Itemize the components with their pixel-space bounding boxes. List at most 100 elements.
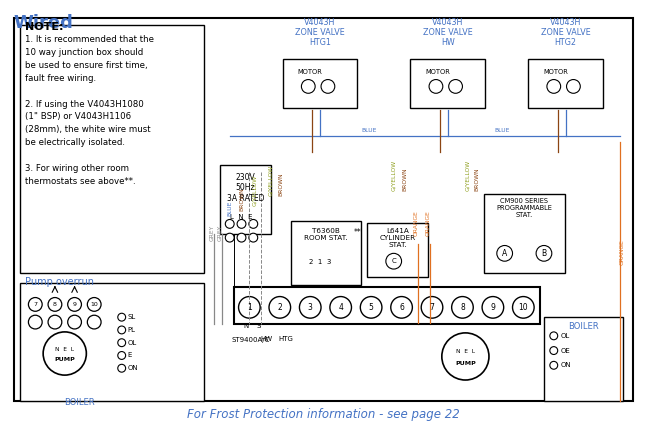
Circle shape: [330, 297, 351, 318]
Bar: [291, 221, 361, 285]
Text: BOILER: BOILER: [568, 322, 598, 331]
Text: ORANGE: ORANGE: [414, 210, 419, 235]
Circle shape: [300, 297, 321, 318]
Circle shape: [28, 315, 42, 329]
Circle shape: [550, 346, 558, 354]
Text: GREY: GREY: [210, 225, 215, 241]
Bar: [234, 287, 540, 324]
Bar: [19, 283, 204, 400]
Text: 2: 2: [278, 303, 282, 312]
Circle shape: [118, 364, 126, 372]
Text: T6360B
ROOM STAT.: T6360B ROOM STAT.: [304, 228, 347, 241]
Circle shape: [118, 352, 126, 360]
Circle shape: [68, 315, 82, 329]
Text: E: E: [127, 352, 132, 358]
Circle shape: [237, 233, 246, 242]
Text: ON: ON: [127, 365, 138, 371]
Bar: [220, 165, 271, 234]
Bar: [484, 195, 565, 273]
Text: N  E  L: N E L: [456, 349, 475, 354]
Text: For Frost Protection information - see page 22: For Frost Protection information - see p…: [186, 408, 459, 420]
Text: BLUE: BLUE: [227, 200, 232, 216]
Text: 3: 3: [308, 303, 313, 312]
Bar: [528, 59, 603, 108]
Text: 4: 4: [338, 303, 343, 312]
Circle shape: [118, 326, 126, 334]
Text: BROWN: BROWN: [278, 173, 283, 196]
Text: HTG: HTG: [278, 336, 293, 342]
Circle shape: [239, 297, 260, 318]
Text: G/YELLOW: G/YELLOW: [391, 160, 396, 192]
Circle shape: [550, 332, 558, 340]
Circle shape: [321, 79, 334, 93]
Text: HW: HW: [260, 336, 272, 342]
Circle shape: [48, 298, 62, 311]
Bar: [283, 59, 357, 108]
Text: 8: 8: [53, 302, 57, 307]
Text: PL: PL: [127, 327, 136, 333]
Text: MOTOR: MOTOR: [543, 69, 568, 75]
Circle shape: [449, 79, 463, 93]
Circle shape: [421, 297, 443, 318]
Text: 7: 7: [430, 303, 434, 312]
Text: GREY: GREY: [217, 225, 223, 241]
Circle shape: [442, 333, 489, 380]
Text: BROWN: BROWN: [475, 168, 479, 192]
Text: G/YELLOW: G/YELLOW: [269, 165, 274, 196]
Text: ORANGE: ORANGE: [426, 210, 431, 235]
Circle shape: [87, 298, 101, 311]
Circle shape: [360, 297, 382, 318]
Circle shape: [225, 233, 234, 242]
Text: NOTE:: NOTE:: [25, 22, 64, 32]
Text: 230V
50Hz
3A RATED: 230V 50Hz 3A RATED: [226, 173, 264, 203]
Text: V4043H
ZONE VALVE
HTG2: V4043H ZONE VALVE HTG2: [541, 18, 591, 48]
Circle shape: [118, 313, 126, 321]
Text: 1: 1: [247, 303, 252, 312]
Text: 2  1  3: 2 1 3: [309, 259, 331, 265]
Text: Wired: Wired: [14, 14, 74, 32]
Text: 10: 10: [518, 303, 528, 312]
Text: PUMP: PUMP: [54, 357, 75, 362]
Circle shape: [497, 246, 512, 261]
Text: S: S: [257, 323, 261, 329]
Text: V4043H
ZONE VALVE
HW: V4043H ZONE VALVE HW: [423, 18, 472, 48]
Text: Pump overrun: Pump overrun: [25, 277, 94, 287]
Bar: [544, 317, 622, 400]
Text: L641A
CYLINDER
STAT.: L641A CYLINDER STAT.: [380, 228, 416, 248]
Circle shape: [512, 297, 534, 318]
Text: OE: OE: [561, 348, 571, 354]
Circle shape: [429, 79, 443, 93]
Text: A: A: [502, 249, 507, 258]
Circle shape: [302, 79, 315, 93]
Text: MOTOR: MOTOR: [426, 69, 450, 75]
Text: PUMP: PUMP: [455, 361, 476, 366]
Circle shape: [482, 297, 504, 318]
Text: 1. It is recommended that the
10 way junction box should
be used to ensure first: 1. It is recommended that the 10 way jun…: [25, 35, 155, 186]
Text: BROWN: BROWN: [239, 188, 244, 211]
Text: C: C: [391, 258, 396, 264]
Text: 5: 5: [369, 303, 373, 312]
Circle shape: [28, 298, 42, 311]
Text: V4043H
ZONE VALVE
HTG1: V4043H ZONE VALVE HTG1: [295, 18, 345, 48]
Text: B: B: [542, 249, 547, 258]
Bar: [410, 59, 485, 108]
Text: 6: 6: [399, 303, 404, 312]
Text: N  E  L: N E L: [55, 347, 74, 352]
Text: L  N  E: L N E: [230, 214, 252, 220]
Bar: [367, 223, 428, 277]
Text: BLUE: BLUE: [494, 127, 509, 133]
Circle shape: [386, 253, 402, 269]
Circle shape: [269, 297, 291, 318]
Text: BLUE: BLUE: [362, 127, 377, 133]
Circle shape: [87, 315, 101, 329]
Circle shape: [118, 339, 126, 346]
Text: OL: OL: [561, 333, 570, 339]
Text: N: N: [244, 323, 249, 329]
Text: CM900 SERIES
PROGRAMMABLE
STAT.: CM900 SERIES PROGRAMMABLE STAT.: [496, 198, 553, 218]
Circle shape: [249, 219, 258, 228]
Circle shape: [452, 297, 473, 318]
Text: ON: ON: [561, 362, 571, 368]
Circle shape: [237, 219, 246, 228]
Text: ORANGE: ORANGE: [620, 239, 625, 265]
Text: BROWN: BROWN: [402, 168, 407, 192]
